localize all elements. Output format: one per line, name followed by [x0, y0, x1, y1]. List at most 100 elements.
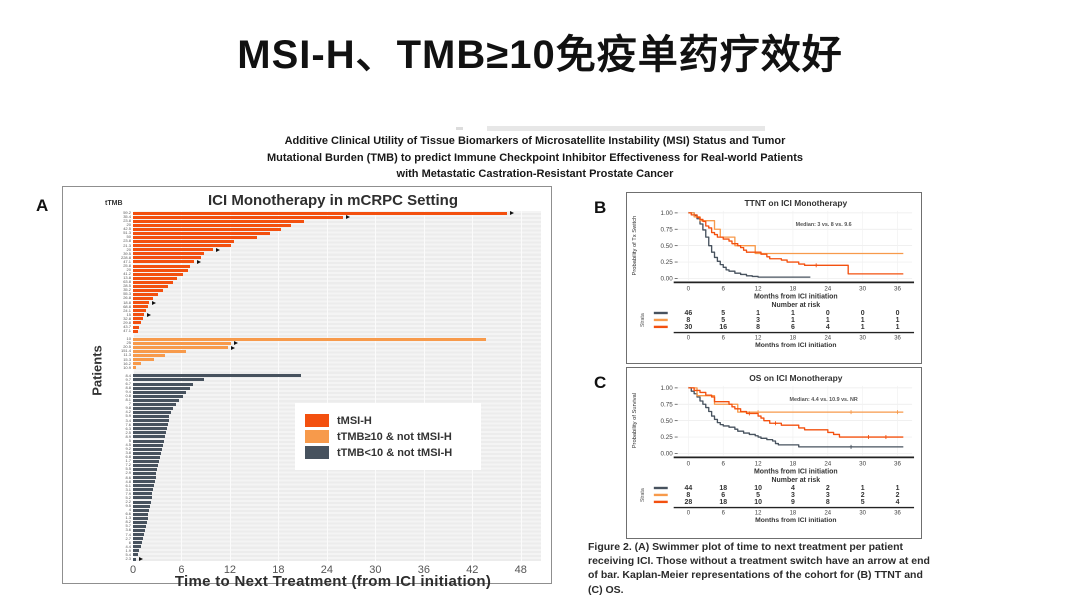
paper-title: Additive Clinical Utility of Tissue Biom…: [185, 133, 885, 183]
swimmer-bar: [133, 488, 154, 492]
no-switch-arrow-icon: [139, 557, 144, 562]
ttmb-value-label: 3.1: [125, 486, 131, 492]
swimmer-bar: [133, 341, 231, 345]
swimmer-bar: [133, 292, 159, 296]
ttmb-value-label: 39.5: [123, 250, 131, 256]
strata-axis-label: Strata: [640, 313, 646, 327]
ttmb-value-label: 47.1: [123, 258, 131, 264]
x-tick-label: 36: [417, 564, 430, 576]
swimmer-xaxis-ticks: 0 6 12 18 24 30 36 42 48: [130, 564, 541, 576]
svg-text:24: 24: [825, 511, 832, 517]
swimmer-bar: [133, 256, 201, 260]
swimmer-bar: [133, 480, 155, 484]
swimmer-bar: [133, 349, 187, 353]
swimmer-bar: [133, 439, 164, 443]
ttmb-value-label: 2.7: [125, 535, 131, 541]
ttmb-value-label: 2.9: [125, 470, 131, 476]
divider-artifact-tick: [456, 127, 463, 130]
no-switch-arrow-icon: [233, 341, 238, 346]
swimmer-bar: [133, 390, 187, 394]
ttmb-value-label: 43.7: [123, 323, 131, 329]
ttmb-value-label: 25: [126, 340, 131, 346]
swimmer-bar: [133, 313, 145, 317]
ttmb-value-label: 24.1: [123, 307, 131, 313]
swimmer-bar: [133, 447, 163, 451]
svg-text:12: 12: [755, 336, 762, 342]
km-title: TTNT on ICI Monotherapy: [745, 198, 848, 208]
ttmb-value-label: 7.6: [125, 421, 131, 427]
swimmer-bar: [133, 272, 184, 276]
median-annotation: Median: 3 vs. 8 vs. 9.6: [796, 222, 852, 228]
svg-text:0: 0: [687, 511, 691, 517]
svg-text:30: 30: [859, 336, 866, 342]
ttmb-value-label: 20: [126, 222, 131, 228]
no-switch-arrow-icon: [230, 345, 235, 350]
svg-text:12: 12: [755, 511, 762, 517]
swimmer-bar: [133, 541, 142, 545]
swimmer-xlabel: Time to Next Treatment (from ICI initiat…: [174, 573, 492, 590]
ttmb-value-label: 29.8: [123, 319, 131, 325]
no-switch-arrow-icon: [197, 260, 202, 265]
ttmb-value-label: 3.4: [125, 417, 131, 423]
ttmb-value-label: 23.8: [123, 238, 131, 244]
at-risk-count: 1: [896, 485, 900, 492]
ttmb-value-label: 5.5: [125, 466, 131, 472]
x-tick-label: 24: [320, 564, 334, 576]
os-km-chart: OS on ICI Monotherapy Probability of Surv…: [632, 373, 915, 524]
swimmer-bar: [133, 284, 168, 288]
ttmb-value-label: 21.3: [123, 242, 131, 248]
swimmer-gridline: [181, 211, 183, 561]
swimmer-bar: [133, 402, 176, 406]
at-risk-count: 1: [756, 310, 760, 317]
legend-swatch: [305, 414, 329, 427]
at-risk-count: 10: [754, 499, 762, 506]
ttmb-value-label: 20: [126, 266, 131, 272]
svg-text:12: 12: [755, 285, 762, 292]
ttmb-value-label: 32.8: [123, 315, 131, 321]
swimmer-bar: [133, 325, 140, 329]
at-risk-count: 46: [685, 310, 693, 317]
at-risk-count: 1: [826, 317, 830, 324]
swimmer-gridline: [229, 211, 231, 561]
swimmer-bar: [133, 366, 137, 370]
swimmer-bar: [133, 362, 142, 366]
swimmer-legend: tMSI-H tTMB≥10 & not tMSI-H tTMB<10 & not …: [295, 403, 481, 470]
risk-table-header: Number at risk: [772, 477, 821, 484]
swimmer-bar: [133, 545, 142, 549]
ttmb-value-label: 4.4: [125, 543, 131, 549]
ttmb-value-label: 4.2: [125, 409, 131, 415]
km-ylabel: Probability of Tx Switch: [632, 216, 638, 276]
at-risk-count: 3: [791, 492, 795, 499]
svg-text:12: 12: [755, 460, 762, 467]
ttmb-value-label: 5.9: [125, 413, 131, 419]
no-switch-arrow-icon: [510, 211, 515, 216]
at-risk-count: 0: [861, 310, 865, 317]
ttmb-value-label: 151.4: [120, 348, 131, 354]
ttmb-value-label: 10: [126, 336, 131, 342]
swimmer-bar: [133, 537, 143, 541]
swimmer-gridline: [472, 211, 474, 561]
ttmb-value-label: 68.8: [123, 303, 131, 309]
at-risk-count: 5: [721, 317, 725, 324]
swimmer-title: ICI Monotherapy in mCRPC Setting: [207, 192, 458, 209]
os-panel: OS on ICI Monotherapy Probability of Surv…: [626, 367, 922, 539]
svg-text:36: 36: [894, 336, 901, 342]
swimmer-bar: [133, 329, 138, 333]
km-curve: [688, 387, 904, 438]
svg-text:6: 6: [721, 285, 725, 292]
swimmer-bar: [133, 500, 151, 504]
at-risk-count: 1: [861, 324, 865, 331]
at-risk-count: 9: [791, 499, 795, 506]
swimmer-bar: [133, 451, 162, 455]
at-risk-count: 4: [826, 324, 830, 331]
swimmer-bar: [133, 223, 292, 227]
km-curve: [688, 212, 811, 278]
ttmb-value-label: 35.2: [123, 287, 131, 293]
svg-text:0: 0: [687, 336, 691, 342]
ttmb-value-label: 6.6: [125, 511, 131, 517]
ttmb-value-label: 6.7: [125, 380, 131, 386]
swimmer-bar: [133, 236, 258, 240]
swimmer-bar: [133, 354, 165, 358]
svg-text:36: 36: [894, 285, 901, 292]
at-risk-count: 3: [756, 317, 760, 324]
